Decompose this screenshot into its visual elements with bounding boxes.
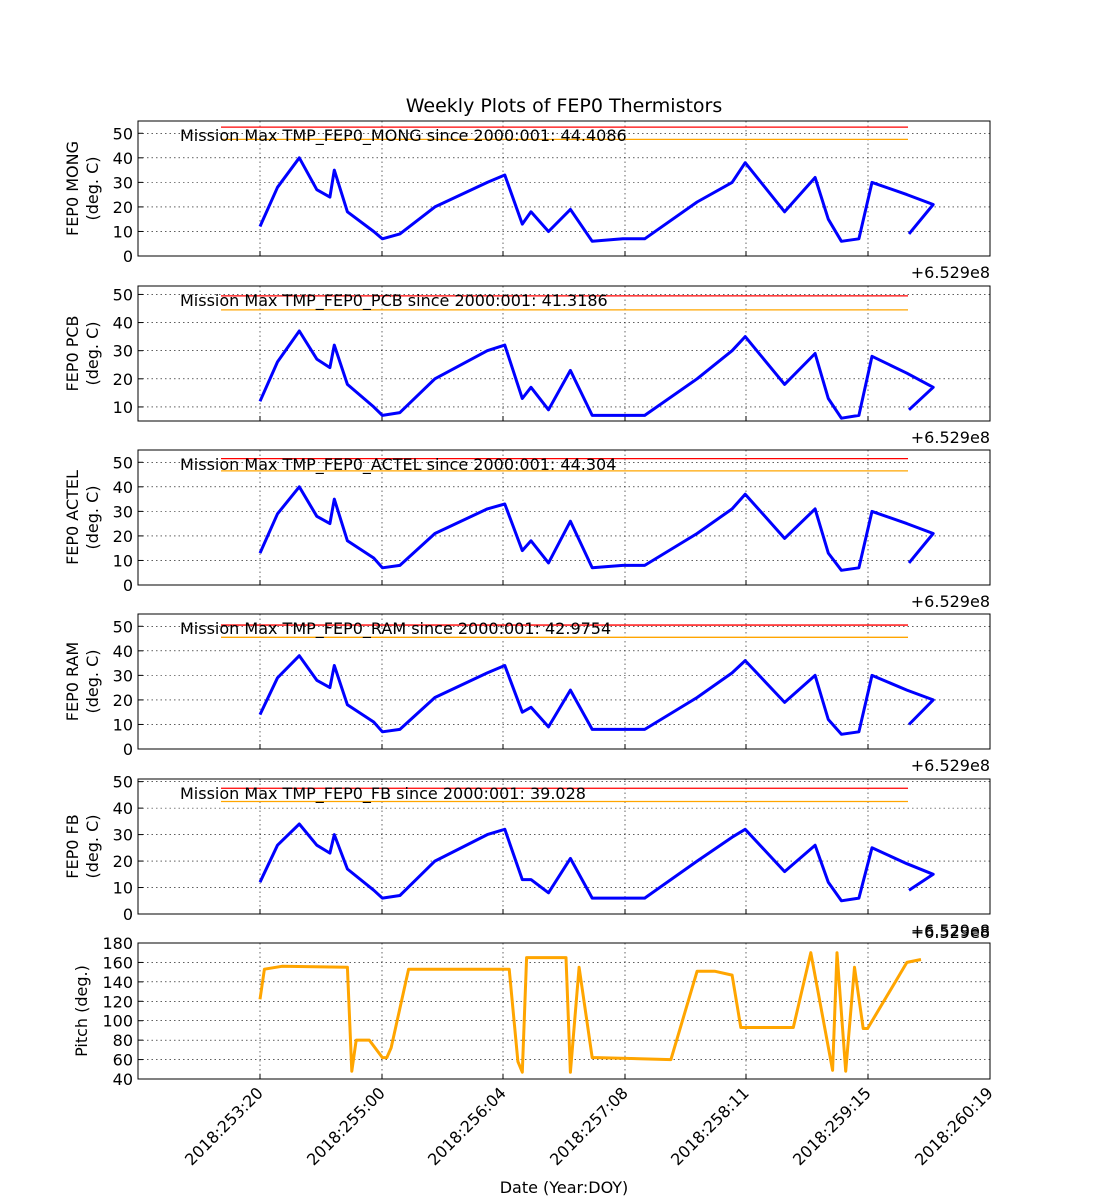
y-tick-label: 120	[102, 992, 133, 1011]
y-tick-label: 0	[123, 740, 133, 759]
annotation: Mission Max TMP_FEP0_RAM since 2000:001:…	[180, 619, 611, 639]
y-tick-label: 30	[113, 173, 133, 192]
annotation: Mission Max TMP_FEP0_ACTEL since 2000:00…	[180, 455, 616, 475]
axes-frame	[137, 942, 991, 1080]
data-line	[258, 156, 935, 243]
panel-5: 0 10 20 30 40 50 FEP0 FB(deg. C) Mission Max TM…	[63, 773, 991, 940]
offset-label: +6.529e8	[911, 756, 990, 775]
offset-label: +6.529e8	[911, 921, 990, 940]
y-tick-label: 10	[113, 715, 133, 734]
y-tick-label: 10	[113, 879, 133, 898]
panel-4: 0 10 20 30 40 50 FEP0 RAM(deg. C) Mission Max T…	[63, 613, 991, 775]
panel-3: 0 10 20 30 40 50 FEP0 ACTEL(deg. C) Mission Max…	[63, 449, 991, 611]
y-tick-label: 50	[113, 453, 133, 472]
panel-1: 0 10 20 30 40 50 FEP0 MONG(deg. C) Mission Max …	[63, 120, 991, 282]
y-tick-label: 30	[113, 502, 133, 521]
y-tick-label: 20	[113, 852, 133, 871]
y-tick-label: 180	[102, 934, 133, 953]
x-tick-labels: 2018:253:20 2018:255:00 2018:256:04 2018:25…	[181, 1083, 997, 1169]
y-tick-label: 50	[113, 773, 133, 792]
data-line	[258, 654, 935, 736]
y-tick-label: 0	[123, 247, 133, 266]
y-tick-label: 80	[113, 1031, 133, 1050]
y-tick-label: 40	[113, 1070, 133, 1089]
y-axis-label: FEP0 PCB(deg. C)	[63, 315, 102, 391]
data-line	[258, 951, 922, 1074]
axes-frame	[137, 120, 991, 257]
y-tick-label: 20	[113, 691, 133, 710]
y-tick-label: 20	[113, 370, 133, 389]
y-tick-label: 50	[113, 617, 133, 636]
chart-title: Weekly Plots of FEP0 Thermistors	[406, 95, 723, 117]
y-tick-label: 20	[113, 198, 133, 217]
axes-frame	[137, 449, 991, 586]
y-tick-label: 10	[113, 398, 133, 417]
data-line	[258, 329, 935, 420]
x-tick-label: 2018:253:20	[181, 1083, 267, 1169]
annotation: Mission Max TMP_FEP0_PCB since 2000:001:…	[180, 291, 608, 311]
y-tick-label: 20	[113, 527, 133, 546]
axes-frame	[137, 285, 991, 422]
y-tick-label: 40	[113, 478, 133, 497]
y-tick-label: 10	[113, 551, 133, 570]
x-tick-label: 2018:256:04	[424, 1083, 510, 1169]
y-tick-label: 30	[113, 342, 133, 361]
y-tick-label: 100	[102, 1012, 133, 1031]
x-tick-label: 2018:257:08	[546, 1083, 632, 1169]
y-axis-label: Pitch (deg.)	[72, 965, 91, 1057]
data-line	[258, 822, 935, 903]
y-tick-label: 60	[113, 1051, 133, 1070]
y-tick-label: 140	[102, 973, 133, 992]
offset-label: +6.529e8	[911, 263, 990, 282]
y-tick-label: 0	[123, 576, 133, 595]
axes-frame	[137, 778, 991, 915]
y-axis-label: FEP0 ACTEL(deg. C)	[63, 470, 102, 565]
offset-label: +6.529e8	[911, 592, 990, 611]
y-tick-label: 160	[102, 953, 133, 972]
y-tick-label: 0	[123, 905, 133, 924]
offset-label: +6.529e8	[911, 923, 990, 942]
offset-label: +6.529e8	[911, 428, 990, 447]
x-tick-label: 2018:259:15	[789, 1083, 875, 1169]
y-tick-label: 10	[113, 222, 133, 241]
y-axis-label: FEP0 MONG(deg. C)	[63, 141, 102, 236]
panels: 0 10 20 30 40 50 FEP0 MONG(deg. C) Mission Max …	[63, 120, 991, 1089]
y-axis-label: FEP0 RAM(deg. C)	[63, 642, 102, 721]
y-tick-label: 30	[113, 826, 133, 845]
y-tick-label: 40	[113, 642, 133, 661]
x-tick-label: 2018:255:00	[303, 1083, 389, 1169]
y-tick-label: 50	[113, 124, 133, 143]
y-tick-label: 40	[113, 314, 133, 333]
y-tick-label: 40	[113, 149, 133, 168]
data-line	[258, 485, 935, 572]
y-tick-label: 40	[113, 799, 133, 818]
y-axis-label: FEP0 FB(deg. C)	[63, 814, 102, 878]
annotation: Mission Max TMP_FEP0_MONG since 2000:001…	[180, 126, 627, 146]
x-tick-label: 2018:258:11	[667, 1083, 753, 1169]
y-tick-label: 50	[113, 285, 133, 304]
y-tick-label: 30	[113, 666, 133, 685]
annotation: Mission Max TMP_FEP0_FB since 2000:001: …	[180, 784, 586, 804]
x-tick-label: 2018:260:19	[911, 1083, 997, 1169]
x-axis-label: Date (Year:DOY)	[500, 1178, 629, 1197]
axes-frame	[137, 613, 991, 750]
panel-2: 10 20 30 40 50 FEP0 PCB(deg. C) Mission Max TM…	[63, 285, 991, 447]
